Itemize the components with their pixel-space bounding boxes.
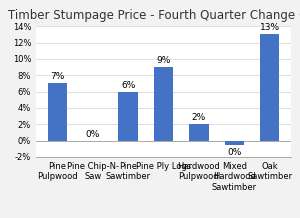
- Title: Timber Stumpage Price - Fourth Quarter Change (%): Timber Stumpage Price - Fourth Quarter C…: [8, 9, 300, 22]
- Text: 0%: 0%: [227, 148, 242, 157]
- Text: 0%: 0%: [85, 129, 100, 139]
- Bar: [225, 141, 244, 145]
- Text: 9%: 9%: [156, 56, 171, 65]
- Bar: [260, 34, 279, 141]
- Text: 6%: 6%: [121, 80, 135, 90]
- Text: 2%: 2%: [192, 113, 206, 122]
- Bar: [118, 92, 138, 141]
- Text: 13%: 13%: [260, 23, 280, 32]
- Bar: [48, 83, 67, 141]
- Text: 7%: 7%: [50, 72, 64, 81]
- Bar: [189, 124, 208, 141]
- Bar: [154, 67, 173, 141]
